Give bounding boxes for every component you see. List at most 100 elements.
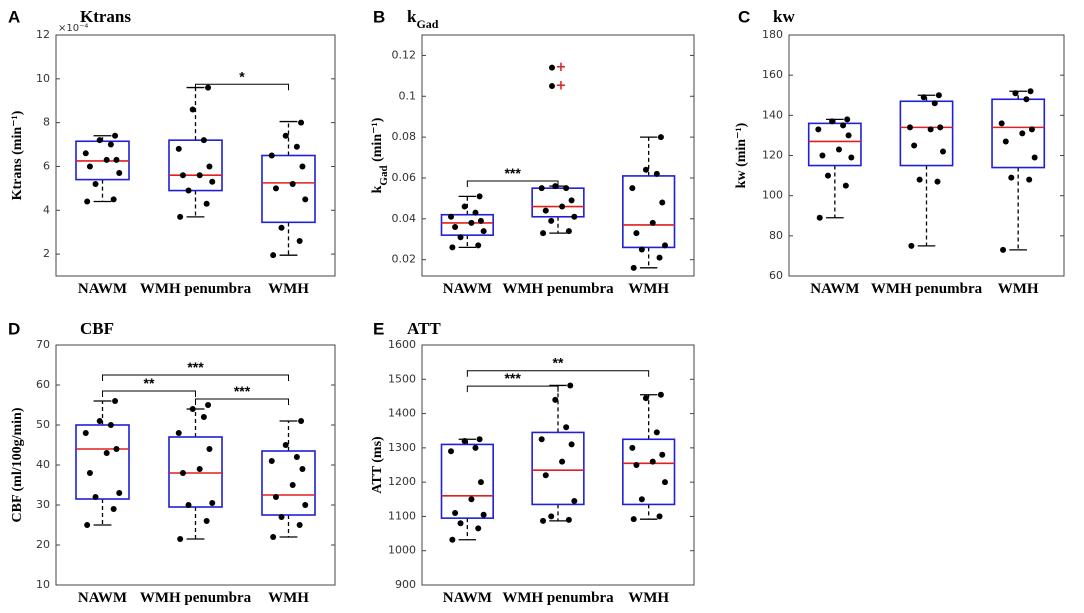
data-point: [1023, 96, 1030, 103]
data-point: [935, 92, 942, 99]
data-point: [289, 482, 296, 488]
data-point: [116, 170, 123, 177]
data-point: [282, 442, 289, 448]
data-point: [629, 185, 636, 192]
box-iqr: [261, 154, 316, 224]
data-point: [299, 163, 306, 170]
data-point: [480, 511, 487, 518]
data-point: [477, 217, 484, 224]
data-point: [934, 178, 941, 185]
data-point: [549, 64, 555, 71]
data-point: [844, 116, 851, 123]
data-point: [476, 436, 483, 443]
data-point: [480, 228, 487, 235]
data-point: [540, 230, 547, 237]
box-iqr: [531, 187, 585, 218]
data-point: [298, 119, 305, 126]
y-tick-label: 10: [36, 578, 50, 591]
significance-label: **: [144, 375, 155, 391]
data-point: [203, 518, 210, 524]
data-point: [630, 264, 637, 271]
box-iqr: [168, 139, 223, 192]
y-tick-label: 1400: [388, 407, 416, 420]
box-iqr: [75, 424, 130, 500]
y-tick-label: 30: [36, 498, 50, 511]
data-point: [848, 154, 855, 161]
y-tick-label: 180: [762, 28, 783, 41]
data-point: [299, 466, 306, 472]
data-point: [840, 122, 847, 129]
data-point: [649, 458, 656, 465]
data-point: [927, 126, 934, 133]
significance-bracket: [195, 398, 289, 405]
significance-bracket: [466, 385, 559, 393]
data-point: [82, 150, 89, 157]
data-point: [112, 398, 119, 404]
box-iqr: [622, 175, 676, 249]
data-point: [548, 217, 555, 224]
data-point: [565, 516, 572, 523]
data-point: [540, 517, 547, 524]
y-axis-label: CBF (ml/100g/min): [10, 407, 25, 522]
data-point: [449, 536, 456, 543]
category-label: WMH penumbra: [502, 281, 614, 297]
panel-letter: C: [738, 7, 750, 26]
data-point: [659, 199, 666, 206]
significance-bracket: [195, 83, 289, 91]
data-point: [196, 172, 203, 179]
data-point: [842, 182, 849, 189]
panel-title: kGad: [407, 7, 439, 31]
data-point: [293, 454, 300, 460]
data-point: [107, 141, 114, 148]
data-point: [476, 193, 483, 200]
data-point: [179, 470, 186, 476]
data-point: [282, 132, 289, 139]
data-point: [1026, 176, 1033, 183]
y-tick-label: 70: [36, 338, 50, 351]
data-point: [633, 462, 640, 468]
data-point: [113, 446, 120, 452]
category-label: WMH penumbra: [502, 590, 614, 606]
outlier-marker: +: [556, 60, 567, 75]
significance-label: ***: [234, 383, 251, 399]
panel-title: ATT: [407, 319, 441, 338]
panel-letter: E: [373, 319, 384, 338]
y-tick-label: 60: [769, 269, 783, 282]
data-point: [477, 479, 484, 486]
panel-a: A Ktrans 2 4 6 8 10 12 ×10⁻⁴ Ktrans (min⁻¹) NAWM WM…: [8, 7, 336, 297]
axes-frame: [55, 344, 336, 586]
box-iqr: [899, 100, 954, 167]
y-tick-label: 2: [43, 247, 50, 260]
data-point: [468, 496, 475, 503]
data-point: [911, 142, 918, 149]
y-tick-label: 0.08: [392, 130, 417, 143]
data-point: [272, 494, 279, 500]
data-point: [548, 513, 555, 520]
significance-label: *: [239, 68, 245, 84]
category-label: WMH penumbra: [140, 281, 252, 297]
y-tick-label: 80: [769, 229, 783, 242]
data-point: [278, 514, 285, 520]
y-axis-label-subscript: Gad: [378, 165, 390, 185]
data-point: [177, 213, 184, 220]
outlier-marker: +: [556, 79, 567, 94]
y-tick-label: 0.04: [392, 212, 417, 225]
significance-bracket: [102, 374, 289, 381]
panel-letter: D: [8, 319, 20, 338]
y-tick-label: 900: [395, 578, 416, 591]
data-point: [206, 446, 213, 452]
data-point: [200, 137, 207, 144]
panel-e: E ATT 900 1000 1100 1200 1300 1400 1500 1600 ATT (…: [370, 319, 695, 606]
box-iqr: [531, 431, 585, 506]
y-tick-label: 0.06: [392, 171, 417, 184]
data-point: [649, 219, 656, 226]
data-point: [475, 242, 482, 249]
y-tick-label: 8: [43, 116, 50, 129]
box-iqr: [807, 122, 862, 167]
data-point: [203, 200, 210, 207]
data-point: [206, 163, 213, 170]
panel-title: CBF: [80, 319, 114, 338]
data-point: [107, 422, 114, 428]
y-tick-label: 60: [36, 378, 50, 391]
